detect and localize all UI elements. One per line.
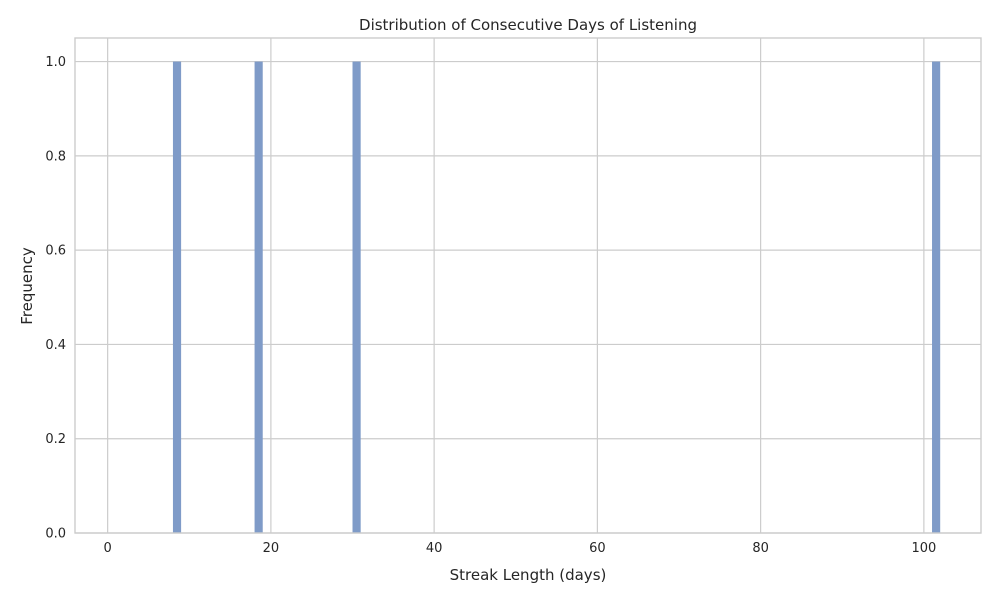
x-axis-label: Streak Length (days) bbox=[450, 566, 607, 584]
grid bbox=[75, 38, 981, 534]
tick-labels: 0 20 40 60 80 100 0.0 0.2 0.4 0.6 0.8 1.0 bbox=[45, 55, 936, 556]
y-tick-label: 0.2 bbox=[45, 432, 66, 447]
x-tick-label: 0 bbox=[104, 541, 112, 556]
y-tick-label: 1.0 bbox=[45, 55, 66, 70]
x-tick-label: 40 bbox=[426, 541, 443, 556]
y-tick-label: 0.0 bbox=[45, 527, 66, 542]
y-tick-label: 0.8 bbox=[45, 149, 66, 164]
plot-frame bbox=[74, 37, 982, 534]
histogram-bar bbox=[254, 61, 263, 533]
x-tick-label: 60 bbox=[589, 541, 606, 556]
histogram-bar bbox=[352, 61, 361, 533]
y-tick-label: 0.6 bbox=[45, 244, 66, 259]
histogram-bar bbox=[932, 61, 941, 533]
y-axis-label: Frequency bbox=[18, 247, 36, 325]
histogram-bar bbox=[172, 61, 182, 533]
x-tick-label: 100 bbox=[911, 541, 936, 556]
bars bbox=[172, 61, 941, 533]
y-tick-label: 0.4 bbox=[45, 338, 66, 353]
chart-title: Distribution of Consecutive Days of List… bbox=[359, 16, 697, 34]
x-tick-label: 20 bbox=[263, 541, 280, 556]
x-tick-label: 80 bbox=[752, 541, 769, 556]
